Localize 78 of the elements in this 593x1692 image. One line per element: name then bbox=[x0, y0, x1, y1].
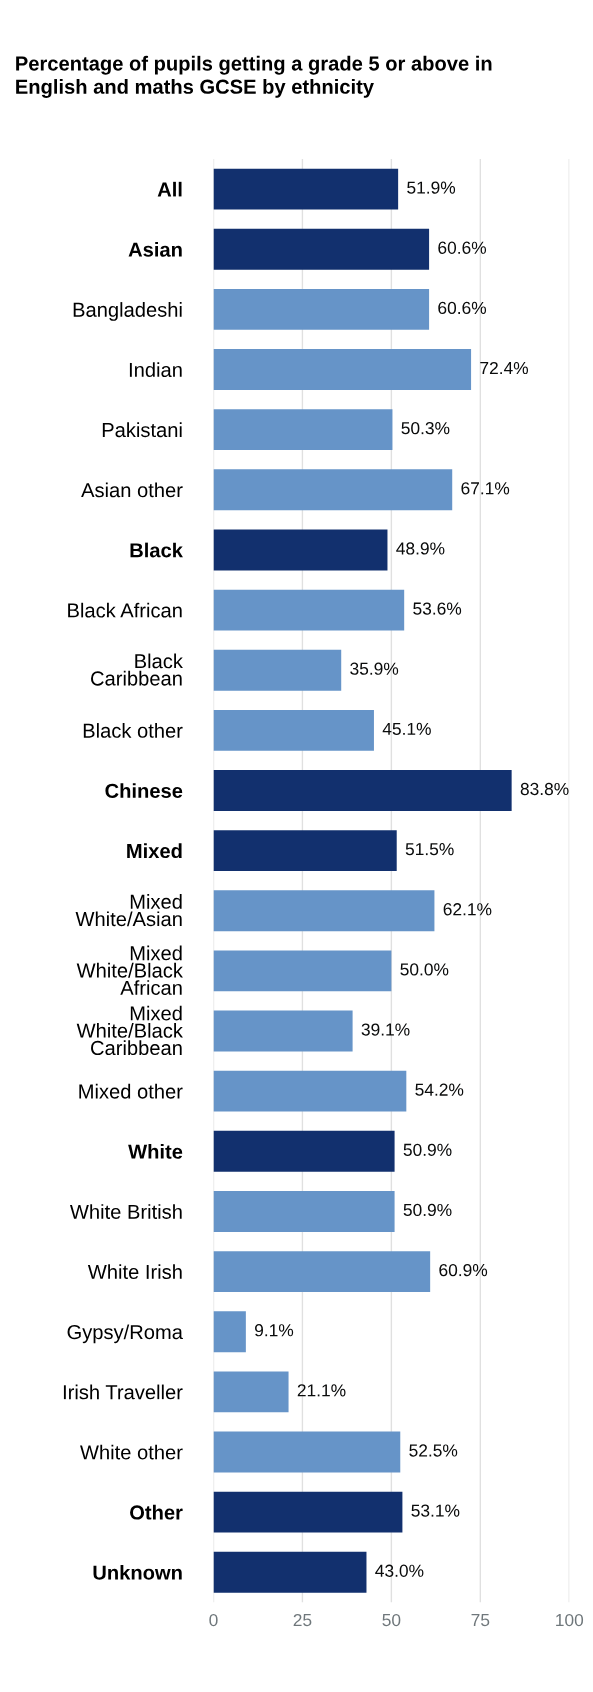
data-label: 72.4% bbox=[480, 361, 529, 375]
bar bbox=[213, 1190, 395, 1232]
data-label: 83.8% bbox=[520, 782, 569, 796]
y-tick-label: Bangladeshi bbox=[73, 302, 182, 321]
data-label: 53.6% bbox=[413, 602, 462, 615]
bar bbox=[213, 1371, 289, 1413]
data-label: 21.1% bbox=[297, 1384, 346, 1397]
bar bbox=[213, 1311, 246, 1353]
y-tick-label: Unknown bbox=[93, 1564, 182, 1580]
data-label: 62.1% bbox=[443, 903, 492, 916]
y-tick-label: Irish Traveller bbox=[63, 1384, 183, 1400]
data-label: 50.3% bbox=[401, 422, 450, 435]
y-tick-label: Mixed other bbox=[79, 1083, 183, 1099]
data-label: 39.1% bbox=[361, 1023, 410, 1036]
bar bbox=[213, 1551, 367, 1593]
data-label: 60.6% bbox=[438, 301, 487, 315]
data-label: 9.1% bbox=[255, 1324, 294, 1337]
y-tick-label: White British bbox=[69, 1204, 182, 1219]
x-tick-label: 100 bbox=[556, 1613, 584, 1627]
y-tick-label: Mixed White/Black African bbox=[76, 945, 183, 995]
y-tick-label: Pakistani bbox=[102, 422, 182, 438]
bar bbox=[213, 589, 405, 631]
data-label: 52.5% bbox=[409, 1444, 458, 1457]
data-label: 43.0% bbox=[375, 1564, 424, 1577]
bar bbox=[213, 349, 472, 390]
bar bbox=[213, 890, 435, 932]
y-tick-label: All bbox=[157, 181, 182, 197]
data-label: 54.2% bbox=[415, 1083, 464, 1096]
y-tick-label: Black African bbox=[68, 602, 182, 618]
bar bbox=[213, 1130, 395, 1172]
y-tick-label: Mixed White/Black Caribbean bbox=[76, 1005, 183, 1056]
chart-title: Percentage of pupils getting a grade 5 or above in English and maths GCSE by ethnicity bbox=[16, 55, 492, 98]
bar bbox=[213, 469, 453, 511]
bar bbox=[213, 1491, 403, 1533]
bar bbox=[213, 950, 392, 992]
y-tick-label: Gypsy/Roma bbox=[67, 1324, 183, 1344]
bar bbox=[213, 830, 397, 872]
y-tick-label: Indian bbox=[129, 362, 182, 378]
data-label: 51.9% bbox=[407, 181, 456, 194]
y-tick-label: Black bbox=[130, 542, 183, 558]
data-label: 50.9% bbox=[403, 1203, 452, 1217]
y-tick-label: Black other bbox=[83, 723, 183, 738]
y-tick-label: Black Caribbean bbox=[91, 653, 183, 686]
data-label: 50.0% bbox=[400, 963, 449, 976]
bar bbox=[213, 168, 399, 210]
y-tick-label: Mixed White/Asian bbox=[75, 894, 182, 927]
bar bbox=[213, 649, 342, 691]
y-tick-label: Other bbox=[130, 1504, 183, 1520]
data-label: 67.1% bbox=[461, 482, 510, 495]
y-tick-label: Chinese bbox=[105, 783, 183, 798]
y-tick-label: White other bbox=[80, 1444, 183, 1460]
data-label: 50.9% bbox=[403, 1143, 452, 1156]
y-tick-label: Asian other bbox=[81, 482, 183, 498]
data-label: 48.9% bbox=[396, 542, 445, 555]
data-label: 53.1% bbox=[411, 1504, 460, 1517]
bar bbox=[213, 288, 430, 330]
data-label: 45.1% bbox=[382, 722, 431, 736]
x-tick-label: 50 bbox=[382, 1613, 401, 1627]
data-label: 60.9% bbox=[439, 1263, 488, 1277]
y-tick-label: Asian bbox=[128, 241, 182, 257]
bar bbox=[213, 228, 430, 270]
y-tick-label: White Irish bbox=[87, 1264, 182, 1280]
bar bbox=[213, 1431, 401, 1473]
bar bbox=[213, 709, 374, 751]
bar bbox=[213, 409, 393, 451]
y-tick-label: White bbox=[128, 1144, 183, 1159]
x-tick-label: 75 bbox=[471, 1614, 490, 1627]
bar bbox=[213, 529, 388, 571]
data-label: 35.9% bbox=[350, 662, 399, 675]
data-label: 51.5% bbox=[405, 843, 454, 856]
y-tick-label: Mixed bbox=[127, 843, 182, 859]
data-label: 60.6% bbox=[438, 241, 487, 254]
bar bbox=[213, 1010, 353, 1052]
bar bbox=[213, 1070, 407, 1112]
bar bbox=[213, 770, 512, 811]
x-tick-label: 25 bbox=[293, 1613, 312, 1627]
bar bbox=[213, 1251, 431, 1293]
x-tick-label: 0 bbox=[209, 1613, 218, 1627]
